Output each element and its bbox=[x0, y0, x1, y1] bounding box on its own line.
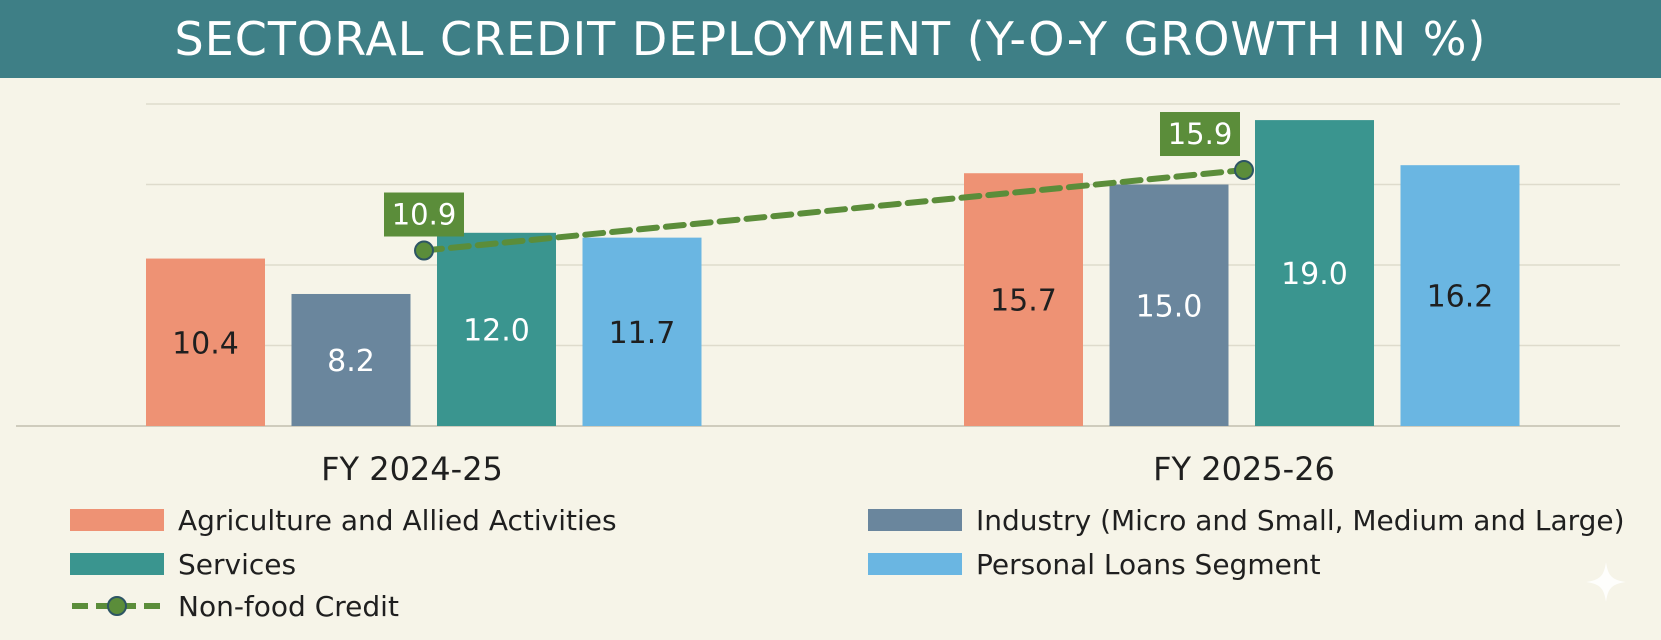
bar-value-label: 19.0 bbox=[1281, 257, 1348, 292]
bar-value-label: 15.7 bbox=[990, 284, 1057, 319]
bar bbox=[291, 293, 411, 426]
line-value-label: 10.9 bbox=[392, 198, 457, 232]
bar bbox=[1400, 165, 1520, 426]
legend-item-services: Services bbox=[70, 544, 296, 584]
bar-value-label: 16.2 bbox=[1427, 280, 1494, 315]
line-series bbox=[421, 167, 1247, 254]
bar-value-label: 15.0 bbox=[1136, 289, 1203, 324]
sparkle-icon bbox=[1586, 562, 1626, 602]
chart-area: 10.4 15.7 8.2 15.0 12.0 19.0 11.7 16.2 FY 2024-2… bbox=[16, 103, 1620, 488]
bar bbox=[437, 232, 556, 426]
bar bbox=[146, 258, 265, 426]
legend-item-industry: Industry (Micro and Small, Medium and La… bbox=[868, 500, 1625, 540]
bar bbox=[964, 173, 1083, 426]
legend-swatch-agriculture bbox=[70, 509, 164, 531]
legend-item-personal-loans: Personal Loans Segment bbox=[868, 544, 1321, 584]
legend-swatch-non-food-credit bbox=[72, 596, 162, 616]
legend-item-agriculture: Agriculture and Allied Activities bbox=[70, 500, 617, 540]
title-bar: SECTORAL CREDIT DEPLOYMENT (Y-O-Y GROWTH… bbox=[0, 0, 1661, 78]
bar-value-label: 8.2 bbox=[327, 344, 375, 379]
category-label: FY 2024-25 bbox=[321, 450, 503, 488]
line-point bbox=[414, 240, 434, 261]
legend-item-non-food-credit: Non-food Credit bbox=[70, 586, 399, 626]
bar bbox=[1255, 120, 1374, 426]
legend-label-services: Services bbox=[178, 547, 297, 581]
line-value-label: 15.9 bbox=[1168, 117, 1233, 151]
legend-swatch-industry bbox=[868, 509, 962, 531]
category-label: FY 2025-26 bbox=[1153, 450, 1335, 488]
legend-label-agriculture: Agriculture and Allied Activities bbox=[178, 503, 617, 537]
legend-label-personal-loans: Personal Loans Segment bbox=[976, 547, 1321, 581]
line-point bbox=[1234, 160, 1254, 181]
legend-label-industry: Industry (Micro and Small, Medium and La… bbox=[976, 503, 1625, 537]
bar-value-label: 10.4 bbox=[172, 326, 239, 361]
bar bbox=[1109, 184, 1229, 426]
line-value-badge bbox=[1160, 112, 1240, 157]
chart-title: SECTORAL CREDIT DEPLOYMENT (Y-O-Y GROWTH… bbox=[174, 12, 1487, 66]
line-value-badge bbox=[384, 192, 464, 237]
bar-value-label: 12.0 bbox=[463, 313, 530, 348]
legend-label-non-food-credit: Non-food Credit bbox=[178, 589, 399, 623]
bar-value-label: 11.7 bbox=[609, 316, 676, 351]
legend: Agriculture and Allied Activities Indust… bbox=[0, 500, 1661, 630]
legend-swatch-personal-loans bbox=[868, 553, 962, 575]
bar bbox=[582, 237, 702, 426]
legend-swatch-services bbox=[70, 553, 164, 575]
